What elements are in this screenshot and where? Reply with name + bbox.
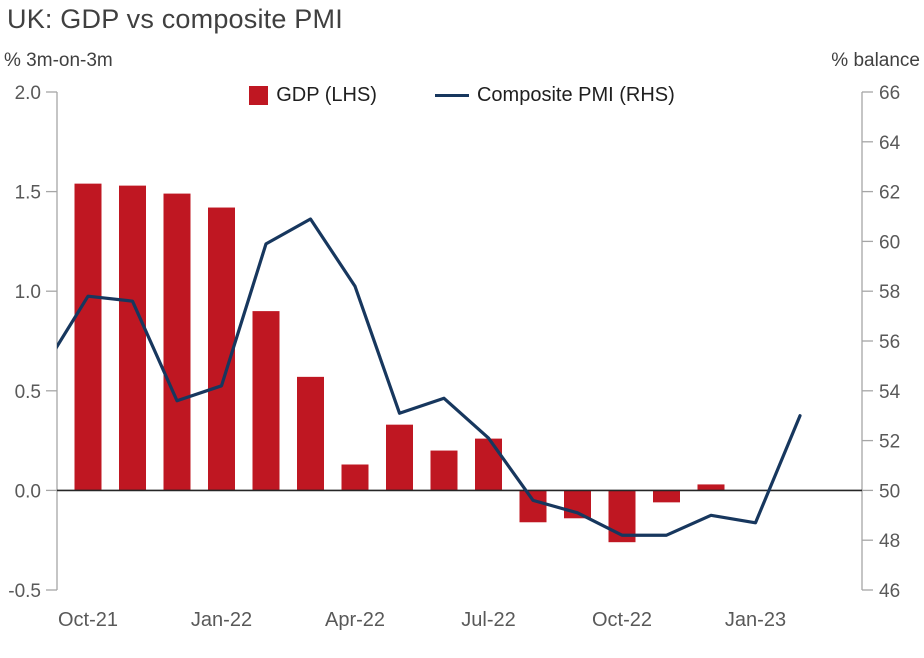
gdp-bar: [430, 450, 458, 491]
right-axis-tick-label: 54: [879, 382, 901, 403]
gdp-bar-swatch-icon: [249, 86, 269, 105]
x-axis-tick-label: Apr-22: [325, 609, 385, 631]
right-axis-tick-label: 48: [879, 531, 900, 552]
left-axis-unit-label: % 3m-on-3m: [4, 50, 113, 71]
legend-pmi-label: Composite PMI (RHS): [476, 84, 675, 106]
gdp-bar: [119, 185, 146, 491]
right-axis-tick-label: 46: [879, 581, 900, 602]
left-axis-tick-label: 1.5: [15, 183, 41, 204]
legend-item-pmi: Composite PMI (RHS): [434, 84, 675, 107]
x-axis-tick-label: Jan-22: [191, 609, 252, 631]
left-axis-tick-label: 0.5: [15, 382, 41, 403]
gdp-bar: [341, 464, 369, 491]
right-axis-tick-label: 52: [879, 432, 900, 453]
left-axis-tick-label: -0.5: [8, 581, 41, 602]
left-axis-tick-label: 0.0: [15, 481, 41, 502]
pmi-line: [57, 217, 802, 537]
right-axis-tick-label: 56: [879, 332, 900, 353]
gdp-bar: [252, 311, 280, 491]
x-axis-tick-label: Oct-22: [592, 609, 652, 631]
right-axis-tick-label: 62: [879, 183, 900, 204]
right-axis-tick-label: 50: [879, 481, 900, 502]
gdp-bar: [653, 490, 680, 503]
gdp-bar: [386, 424, 413, 491]
right-axis-tick-label: 60: [879, 232, 900, 253]
legend: GDP (LHS) Composite PMI (RHS): [0, 84, 924, 107]
right-axis-tick-label: 58: [879, 282, 900, 303]
pmi-line-swatch-icon: [434, 94, 469, 97]
right-axis-tick-label: 64: [879, 133, 901, 154]
x-axis-tick-label: Oct-21: [58, 609, 118, 631]
gdp-bar: [74, 183, 102, 491]
left-axis-tick-label: 2.0: [15, 83, 41, 104]
legend-gdp-label: GDP (LHS): [276, 84, 377, 106]
gdp-bar: [697, 484, 725, 491]
gdp-bar: [297, 376, 324, 491]
gdp-bar: [475, 438, 502, 491]
x-axis-tick-label: Jan-23: [725, 609, 786, 631]
gdp-bar: [519, 490, 547, 523]
gdp-bar: [163, 193, 191, 491]
chart-title: UK: GDP vs composite PMI: [7, 4, 343, 34]
right-axis-tick-label: 66: [879, 83, 900, 104]
gdp-bar: [208, 207, 235, 491]
x-axis-tick-label: Jul-22: [461, 609, 515, 631]
left-axis-tick-label: 1.0: [15, 282, 41, 303]
legend-item-gdp: GDP (LHS): [249, 84, 377, 107]
right-axis-unit-label: % balance: [831, 50, 920, 71]
